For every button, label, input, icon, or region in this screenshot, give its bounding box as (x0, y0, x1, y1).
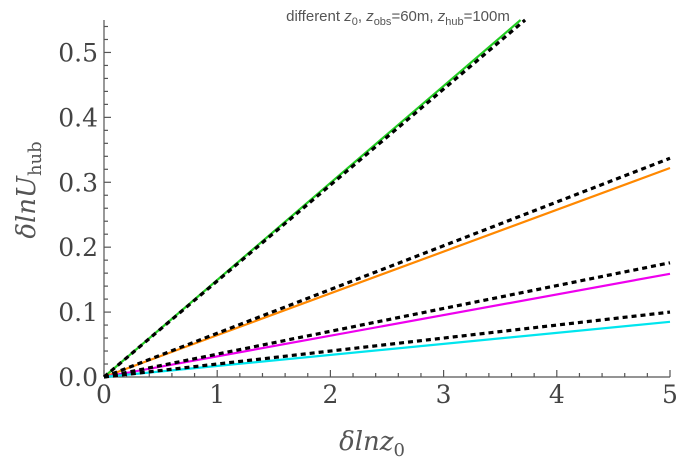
series-line-solid-4 (103, 272, 671, 379)
series-group (102, 18, 671, 379)
y-tick-label: 0.1 (58, 298, 98, 327)
title-obs-var: z (365, 8, 374, 25)
y-tick-label: 0.5 (58, 38, 98, 67)
axes (103, 20, 670, 378)
y-tick-label: 0.3 (58, 168, 98, 197)
series-line-dashed-7 (103, 310, 671, 379)
x-tick-label: 5 (662, 380, 678, 409)
x-tick-label: 3 (436, 380, 452, 409)
y-tick-label: 0.0 (58, 363, 98, 392)
y-axis-title-main: δlnU (12, 175, 42, 239)
y-axis-title: δlnUhub (12, 141, 46, 238)
title-obs-sub: obs (374, 16, 392, 28)
y-tick-label: 0.4 (58, 103, 98, 132)
series-line-solid-6 (103, 320, 671, 379)
x-tick-label: 1 (209, 380, 225, 409)
ticks: 0 1 2 3 4 5 0.0 0.1 0.2 0.3 0.4 0.5 (58, 25, 678, 409)
x-axis-title-main: δlnz (339, 427, 394, 457)
y-tick-label: 0.2 (58, 233, 98, 262)
title-hub-var: z (437, 8, 446, 25)
chart-title: different z0, zobs=60m, zhub=100m (286, 8, 510, 28)
x-axis-title: δlnz0 (339, 427, 405, 458)
title-z0-sub: 0 (352, 16, 358, 28)
title-z0-var: z (343, 8, 352, 25)
y-axis-title-sub: hub (25, 141, 46, 176)
title-sep: , (358, 8, 366, 25)
series-line-dashed-5 (103, 261, 671, 379)
x-tick-label: 0 (96, 380, 112, 409)
title-hub-sub: hub (445, 16, 463, 28)
series-line-dashed-3 (103, 156, 671, 379)
title-hub-val: =100m (464, 8, 510, 25)
x-axis-title-sub: 0 (393, 440, 404, 458)
title-prefix: different (286, 8, 344, 25)
x-tick-label: 4 (549, 380, 565, 409)
x-tick-label: 2 (322, 380, 338, 409)
series-line-dashed-1 (102, 18, 527, 379)
title-obs-val: =60m, (391, 8, 437, 25)
